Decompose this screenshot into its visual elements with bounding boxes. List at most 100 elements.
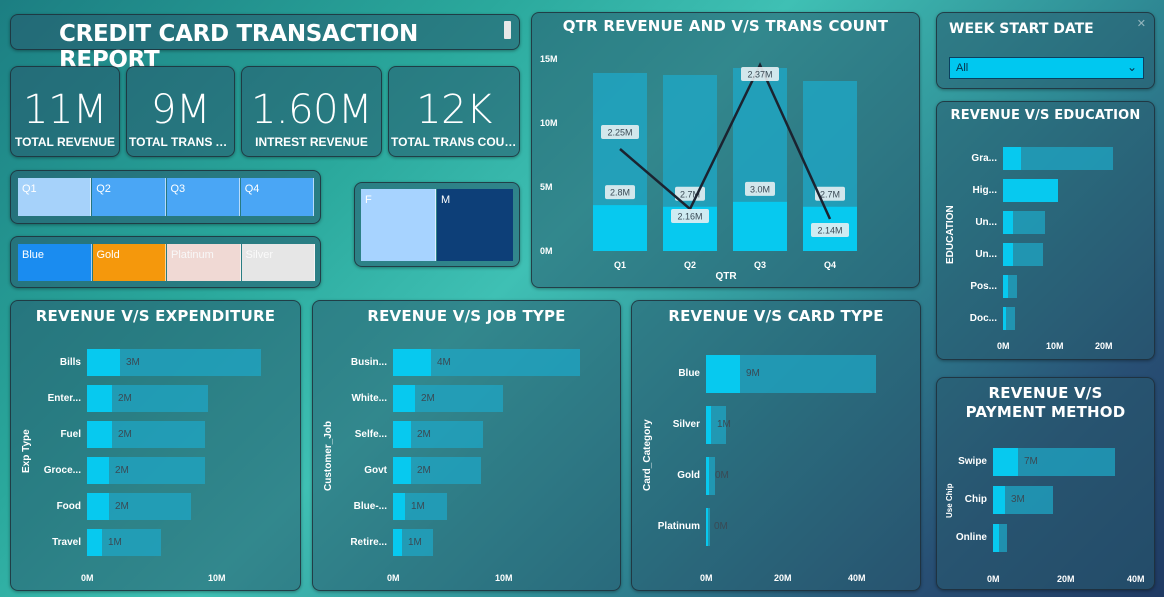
data-label-box bbox=[675, 186, 705, 201]
qtr-revenue-chart-panel: QTR REVENUE AND V/S TRANS COUNT 15M 10M 5M… bbox=[531, 12, 920, 288]
bar bbox=[1003, 211, 1013, 234]
week-start-dropdown[interactable]: All ⌄ bbox=[949, 57, 1144, 79]
quarter-slicer-panel: Q1 Q2 Q3 Q4 bbox=[10, 170, 321, 224]
slicer-option-gold[interactable]: Gold bbox=[92, 244, 166, 281]
slicer-option-q4[interactable]: Q4 bbox=[240, 178, 314, 216]
data-label: 2M bbox=[118, 428, 132, 440]
slicer-option-q3[interactable]: Q3 bbox=[166, 178, 240, 216]
dropdown-value: All bbox=[956, 62, 969, 74]
data-label-box bbox=[815, 186, 845, 201]
y-tick-label: 15M bbox=[540, 54, 558, 64]
card-type-chart-panel: REVENUE V/S CARD TYPE Card_Category Blue… bbox=[631, 300, 921, 591]
x-tick-label: 10M bbox=[208, 573, 226, 583]
line-label-box bbox=[601, 125, 639, 139]
data-label: 2M bbox=[115, 464, 129, 476]
bar bbox=[1003, 179, 1058, 202]
category-label: Groce... bbox=[43, 464, 81, 476]
chart-title: REVENUE V/S EDUCATION bbox=[950, 108, 1141, 123]
payment-chart: Swipe 7M Chip 3M Online 0M 20M 40M bbox=[937, 378, 1156, 591]
data-label: 1M bbox=[408, 536, 422, 548]
job-type-chart-panel: REVENUE V/S JOB TYPE Customer_Job Busin.… bbox=[312, 300, 621, 591]
bar bbox=[393, 421, 411, 448]
clear-filter-icon[interactable]: ✕ bbox=[1136, 18, 1146, 30]
kpi-label: TOTAL TRANS COUNT bbox=[391, 135, 517, 149]
category-label: Chip bbox=[964, 494, 987, 505]
slicer-option-q2[interactable]: Q2 bbox=[92, 178, 166, 216]
category-label: Bills bbox=[59, 356, 81, 368]
slicer-option-blue[interactable]: Blue bbox=[18, 244, 92, 281]
bar-track bbox=[706, 508, 710, 546]
gender-slicer-panel: F M bbox=[354, 182, 520, 267]
line-label-box bbox=[741, 67, 779, 81]
report-title: CREDIT CARD TRANSACTION REPORT bbox=[59, 21, 418, 73]
data-label: 3.0M bbox=[750, 184, 770, 194]
expenditure-chart: Bills 3M Enter... 2M Fuel 2M Groce... 2M Food 2M T… bbox=[11, 301, 302, 592]
kpi-card-interest-revenue: 1.60M INTREST REVENUE bbox=[241, 66, 382, 157]
kpi-card-total-revenue: 11M TOTAL REVENUE bbox=[10, 66, 120, 157]
kpi-card-total-trans-amount: 9M TOTAL TRANS A... bbox=[126, 66, 235, 157]
x-tick-label: 0M bbox=[81, 573, 94, 583]
category-label: Enter... bbox=[47, 392, 81, 404]
line-label: 2.25M bbox=[607, 128, 632, 138]
bar bbox=[706, 457, 709, 495]
category-label: Govt bbox=[364, 464, 387, 476]
x-axis-title: QTR bbox=[715, 271, 737, 282]
bar bbox=[87, 349, 120, 376]
scrollbar[interactable] bbox=[504, 21, 511, 39]
slicer-option-silver[interactable]: Silver bbox=[241, 244, 315, 281]
bar bbox=[706, 508, 708, 546]
data-label: 1M bbox=[717, 419, 731, 430]
data-label-box bbox=[605, 185, 635, 200]
bar bbox=[1003, 243, 1013, 266]
payment-method-chart-panel: REVENUE V/S PAYMENT METHOD Use Chip Swip… bbox=[936, 377, 1155, 590]
expenditure-chart-panel: REVENUE V/S EXPENDITURE Exp Type Bills 3M… bbox=[10, 300, 301, 591]
kpi-value: 9M bbox=[151, 87, 210, 133]
x-tick-label: 0M bbox=[700, 573, 713, 583]
chart-title: REVENUE V/S CARD TYPE bbox=[668, 307, 884, 325]
bar bbox=[706, 406, 711, 444]
bar-track bbox=[1003, 211, 1045, 234]
line-label: 2.16M bbox=[677, 212, 702, 222]
bar bbox=[393, 457, 411, 484]
category-label: Gra... bbox=[971, 152, 997, 164]
kpi-value: 1.60M bbox=[250, 87, 373, 133]
category-label: Food bbox=[56, 500, 81, 512]
data-label: 3M bbox=[1011, 494, 1025, 505]
data-label-box bbox=[745, 181, 775, 196]
card-chart: Blue 9M Silver 1M Gold 0M Platinum 0M 0M 20M 40M bbox=[632, 301, 922, 592]
data-label: 2M bbox=[417, 464, 431, 476]
data-label: 3M bbox=[126, 356, 140, 368]
line-label-box bbox=[811, 223, 849, 237]
data-label: 2M bbox=[115, 500, 129, 512]
data-label: 2.7M bbox=[680, 189, 700, 199]
chart-title: QTR REVENUE AND V/S TRANS COUNT bbox=[562, 17, 889, 35]
bar-track bbox=[1003, 243, 1043, 266]
bar bbox=[706, 355, 740, 393]
kpi-value: 11M bbox=[23, 87, 107, 133]
y-tick-label: 10M bbox=[540, 118, 558, 128]
bar bbox=[733, 201, 787, 251]
category-label: Gold bbox=[677, 470, 700, 481]
kpi-label: TOTAL TRANS A... bbox=[129, 135, 232, 149]
bar bbox=[1003, 275, 1008, 298]
slicer-option-platinum[interactable]: Platinum bbox=[167, 244, 241, 281]
x-tick-label: 0M bbox=[997, 341, 1010, 351]
kpi-label: INTREST REVENUE bbox=[255, 135, 368, 149]
slicer-option-q1[interactable]: Q1 bbox=[18, 178, 92, 216]
bar bbox=[393, 349, 431, 376]
category-label: Un... bbox=[975, 216, 997, 228]
bar bbox=[87, 421, 112, 448]
category-label: Un... bbox=[975, 248, 997, 260]
slicer-option-female[interactable]: F bbox=[361, 189, 436, 261]
category-label: Online bbox=[955, 532, 987, 543]
data-label: 7M bbox=[1024, 456, 1038, 467]
category-label: Selfe... bbox=[354, 428, 387, 440]
x-tick-label: Q3 bbox=[754, 260, 766, 270]
x-tick-label: 40M bbox=[848, 573, 866, 583]
data-label: 9M bbox=[746, 368, 760, 379]
bar bbox=[87, 385, 112, 412]
data-label: 0M bbox=[715, 470, 729, 481]
bar-track bbox=[1003, 147, 1113, 170]
slicer-option-male[interactable]: M bbox=[437, 189, 513, 261]
trend-line bbox=[619, 62, 832, 220]
